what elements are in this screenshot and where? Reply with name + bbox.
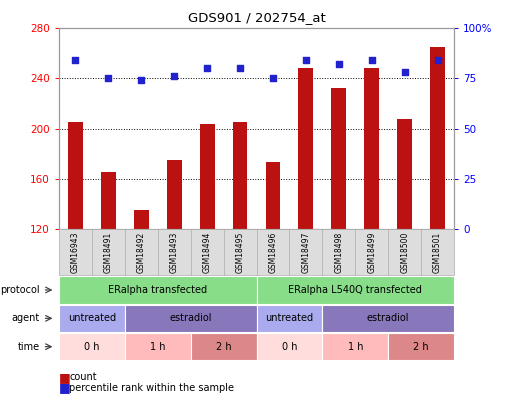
Text: GSM18492: GSM18492 (137, 232, 146, 273)
Text: count: count (69, 373, 97, 382)
Point (269, 75, 277, 82)
Point (71, 57, 80, 64)
Text: estradiol: estradiol (367, 313, 409, 323)
Text: GSM18499: GSM18499 (367, 232, 376, 273)
Bar (68, 122, 83, 229)
Text: GSM18495: GSM18495 (235, 232, 245, 273)
Point (236, 65, 244, 72)
Text: 1 h: 1 h (347, 342, 363, 352)
Text: time: time (18, 342, 40, 352)
Text: untreated: untreated (68, 313, 116, 323)
Text: GSM16943: GSM16943 (71, 232, 80, 273)
Text: ■: ■ (59, 371, 71, 384)
Text: ERalpha L540Q transfected: ERalpha L540Q transfected (288, 285, 422, 295)
Text: estradiol: estradiol (169, 313, 212, 323)
Bar (134, 210, 149, 229)
Point (137, 77, 145, 84)
Bar (299, 68, 313, 229)
Point (170, 73, 179, 80)
Point (203, 65, 211, 72)
Text: ■: ■ (59, 382, 71, 394)
Bar (266, 162, 281, 229)
Bar (430, 47, 445, 229)
Point (302, 57, 310, 64)
Text: GSM18500: GSM18500 (400, 232, 409, 273)
Text: agent: agent (12, 313, 40, 323)
Point (433, 57, 442, 64)
Text: percentile rank within the sample: percentile rank within the sample (69, 383, 234, 393)
Text: GSM18496: GSM18496 (268, 232, 278, 273)
Bar (167, 160, 182, 229)
Text: GSM18493: GSM18493 (170, 232, 179, 273)
Point (401, 69, 409, 76)
Text: GSM18497: GSM18497 (301, 232, 310, 273)
Text: ERalpha transfected: ERalpha transfected (108, 285, 207, 295)
Text: GSM18501: GSM18501 (433, 232, 442, 273)
Bar (397, 119, 412, 229)
Text: 2 h: 2 h (413, 342, 429, 352)
Text: 0 h: 0 h (84, 342, 100, 352)
Text: 0 h: 0 h (282, 342, 297, 352)
Text: GSM18494: GSM18494 (203, 232, 212, 273)
Point (104, 75, 112, 82)
Bar (364, 68, 379, 229)
Text: protocol: protocol (1, 285, 40, 295)
Text: 2 h: 2 h (216, 342, 231, 352)
Point (368, 57, 376, 64)
Bar (331, 88, 346, 229)
Text: GSM18491: GSM18491 (104, 232, 113, 273)
Bar (232, 122, 247, 229)
Title: GDS901 / 202754_at: GDS901 / 202754_at (188, 11, 325, 24)
Text: GSM18498: GSM18498 (334, 232, 343, 273)
Bar (101, 173, 116, 229)
Text: untreated: untreated (265, 313, 313, 323)
Point (334, 61, 343, 68)
Text: 1 h: 1 h (150, 342, 166, 352)
Bar (200, 124, 214, 229)
